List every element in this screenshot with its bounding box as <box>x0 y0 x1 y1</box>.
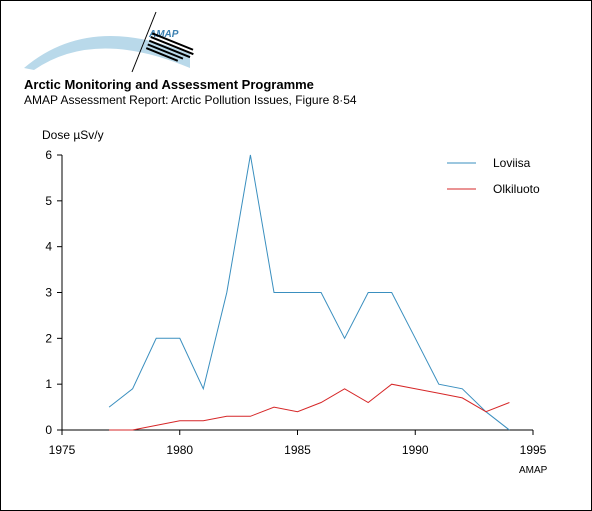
y-tick-label: 4 <box>45 240 52 254</box>
series-line-loviisa <box>108 154 510 431</box>
x-tick-label: 1980 <box>166 443 193 457</box>
y-tick-label: 2 <box>45 331 52 345</box>
amap-credit: AMAP <box>519 465 548 476</box>
x-tick-label: 1975 <box>49 443 76 457</box>
org-title: Arctic Monitoring and Assessment Program… <box>24 77 314 92</box>
legend-label-loviisa: Loviisa <box>493 156 531 170</box>
y-tick-label: 5 <box>45 194 52 208</box>
series-line-olkiluoto <box>109 383 510 431</box>
y-tick-label: 3 <box>45 286 52 300</box>
logo-text: AMAP <box>148 29 179 40</box>
y-tick-label: 6 <box>45 148 52 162</box>
figure-subtitle: AMAP Assessment Report: Arctic Pollution… <box>24 93 357 107</box>
x-tick-label: 1985 <box>284 443 311 457</box>
x-tick-label: 1990 <box>402 443 429 457</box>
y-tick-label: 1 <box>45 377 52 391</box>
x-tick-label: 1995 <box>520 443 547 457</box>
y-tick-label: 0 <box>45 423 52 437</box>
legend-label-olkiluoto: Olkiluoto <box>493 182 540 196</box>
amap-logo: AMAP <box>24 11 194 73</box>
y-axis-label: Dose µSv/y <box>42 128 104 142</box>
